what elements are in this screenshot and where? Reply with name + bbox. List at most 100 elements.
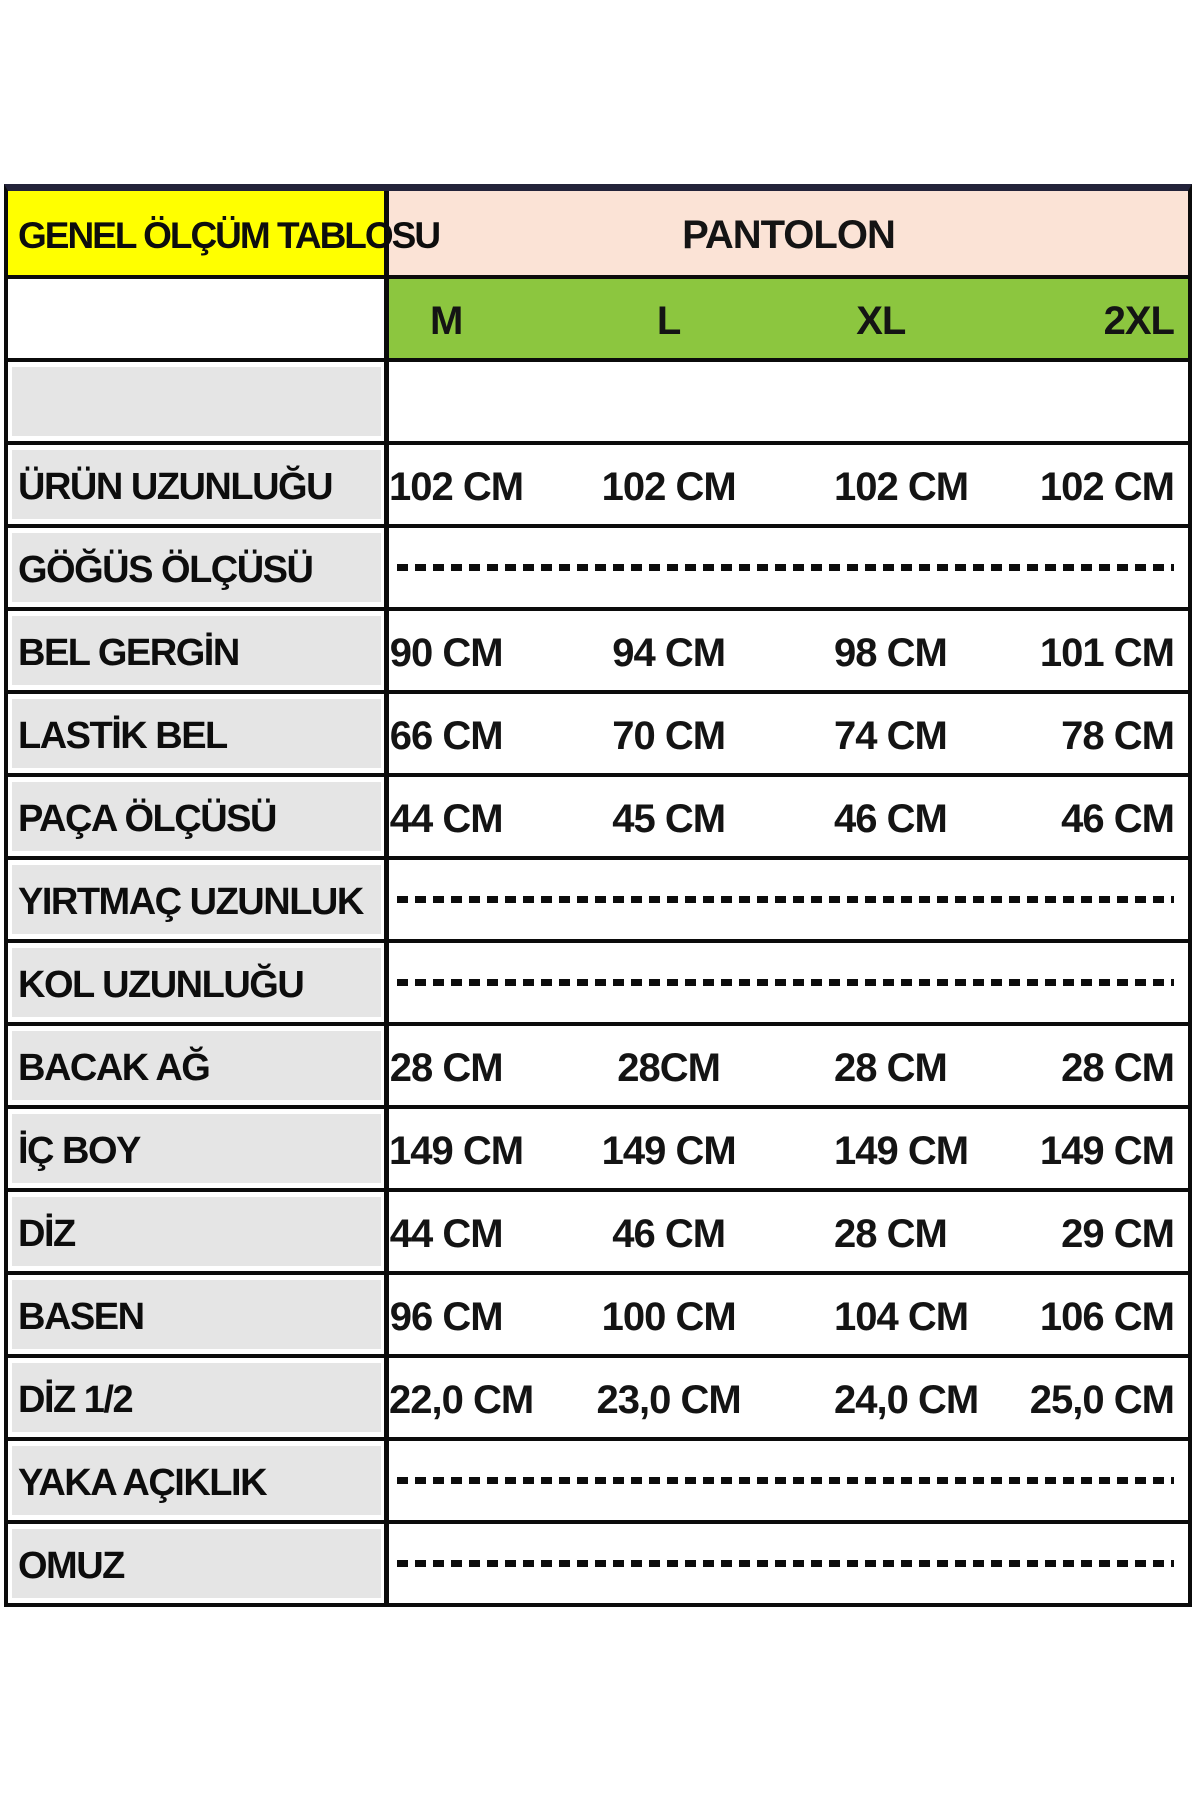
row-label-cell: BEL GERGİN [8, 611, 389, 690]
row-label: İÇ BOY [18, 1129, 141, 1172]
row-label: LASTİK BEL [18, 714, 228, 757]
value-2xl: 28 CM [1061, 1045, 1175, 1090]
table-header-row: GENEL ÖLÇÜM TABLOSU PANTOLON [8, 191, 1188, 279]
dashed-line [397, 896, 1174, 903]
row-cells: 90 CM 94 CM 98 CM 101 CM [389, 611, 1188, 690]
row-label-cell: BACAK AĞ [8, 1026, 389, 1105]
value-2xl: 25,0 CM [1029, 1377, 1175, 1422]
row-label-cell: YAKA AÇIKLIK [8, 1441, 389, 1520]
row-label-cell: GÖĞÜS ÖLÇÜSÜ [8, 528, 389, 607]
row-cells [389, 1441, 1188, 1520]
value-m: 22,0 CM [389, 1377, 534, 1422]
row-cells [389, 860, 1188, 939]
table-title-cell: GENEL ÖLÇÜM TABLOSU [8, 191, 441, 275]
row-label-cell: ÜRÜN UZUNLUĞU [8, 445, 389, 524]
value-m: 66 CM [389, 713, 504, 758]
value-xl: 149 CM [834, 1128, 969, 1173]
row-cells: 96 CM 100 CM 104 CM 106 CM [389, 1275, 1188, 1354]
row-label-cell: KOL UZUNLUĞU [8, 943, 389, 1022]
value-m: 44 CM [389, 796, 504, 841]
row-cells [389, 528, 1188, 607]
table-row: BASEN 96 CM 100 CM 104 CM 106 CM [8, 1275, 1188, 1358]
row-label: GÖĞÜS ÖLÇÜSÜ [18, 548, 314, 591]
value-m: 28 CM [389, 1045, 504, 1090]
row-label: OMUZ [18, 1544, 125, 1587]
row-label-cell: LASTİK BEL [8, 694, 389, 773]
row-label: DİZ [18, 1212, 76, 1255]
row-label: BASEN [18, 1295, 145, 1338]
row-label: KOL UZUNLUĞU [18, 963, 305, 1006]
table-row: BEL GERGİN 90 CM 94 CM 98 CM 101 CM [8, 611, 1188, 694]
row-cells: 102 CM 102 CM 102 CM 102 CM [389, 445, 1188, 524]
value-2xl: 46 CM [1061, 796, 1175, 841]
table-row: YIRTMAÇ UZUNLUK [8, 860, 1188, 943]
row-label: YAKA AÇIKLIK [18, 1461, 268, 1504]
value-l: 100 CM [601, 1294, 737, 1339]
value-l: 70 CM [612, 713, 726, 758]
row-label: YIRTMAÇ UZUNLUK [18, 880, 364, 923]
value-l: 45 CM [612, 796, 726, 841]
row-label-cell: DİZ 1/2 [8, 1358, 389, 1437]
value-l: 149 CM [601, 1128, 737, 1173]
size-xl: XL [856, 298, 906, 343]
value-m: 44 CM [389, 1211, 504, 1256]
row-label: BACAK AĞ [18, 1046, 211, 1089]
product-name: PANTOLON [682, 213, 896, 257]
value-2xl: 78 CM [1061, 713, 1175, 758]
row-cells [389, 1524, 1188, 1603]
row-cells: 66 CM 70 CM 74 CM 78 CM [389, 694, 1188, 773]
value-m: 96 CM [389, 1294, 504, 1339]
row-label: PAÇA ÖLÇÜSÜ [18, 797, 277, 840]
row-label-cell: PAÇA ÖLÇÜSÜ [8, 777, 389, 856]
dashed-line [397, 979, 1174, 986]
table-row: BACAK AĞ 28 CM 28CM 28 CM 28 CM [8, 1026, 1188, 1109]
size-2xl: 2XL [1103, 298, 1175, 343]
table-row: OMUZ [8, 1524, 1188, 1607]
row-cells [389, 362, 1188, 441]
row-cells [389, 943, 1188, 1022]
size-m: M [429, 298, 463, 343]
value-l: 46 CM [612, 1211, 726, 1256]
row-label: BEL GERGİN [18, 631, 240, 674]
value-2xl: 149 CM [1039, 1128, 1175, 1173]
value-l: 23,0 CM [596, 1377, 742, 1422]
dashed-line [397, 564, 1174, 571]
table-row: ÜRÜN UZUNLUĞU 102 CM 102 CM 102 CM 102 C… [8, 445, 1188, 528]
row-label-cell: İÇ BOY [8, 1109, 389, 1188]
table-row: GÖĞÜS ÖLÇÜSÜ [8, 528, 1188, 611]
row-label-cell: DİZ [8, 1192, 389, 1271]
value-xl: 28 CM [834, 1045, 948, 1090]
row-cells: 28 CM 28CM 28 CM 28 CM [389, 1026, 1188, 1105]
size-chart-table: GENEL ÖLÇÜM TABLOSU PANTOLON M L XL 2XL … [4, 184, 1192, 1607]
row-label-cell: OMUZ [8, 1524, 389, 1603]
value-2xl: 29 CM [1061, 1211, 1175, 1256]
value-l: 94 CM [612, 630, 726, 675]
value-xl: 74 CM [834, 713, 948, 758]
row-label-cell [8, 362, 389, 441]
product-header-cell: PANTOLON [389, 191, 1188, 275]
size-row: M L XL 2XL [8, 279, 1188, 362]
value-2xl: 101 CM [1039, 630, 1175, 675]
table-row: DİZ 1/2 22,0 CM 23,0 CM 24,0 CM 25,0 CM [8, 1358, 1188, 1441]
value-xl: 98 CM [834, 630, 948, 675]
size-l: L [656, 298, 681, 343]
table-row: YAKA AÇIKLIK [8, 1441, 1188, 1524]
row-label-cell: BASEN [8, 1275, 389, 1354]
row-cells: 44 CM 46 CM 28 CM 29 CM [389, 1192, 1188, 1271]
row-label-cell: YIRTMAÇ UZUNLUK [8, 860, 389, 939]
size-row-label-cell [8, 279, 389, 358]
dashed-line [397, 1560, 1174, 1567]
table-row: PAÇA ÖLÇÜSÜ 44 CM 45 CM 46 CM 46 CM [8, 777, 1188, 860]
table-title: GENEL ÖLÇÜM TABLOSU [18, 214, 441, 256]
value-l: 28CM [617, 1045, 721, 1090]
row-cells: 149 CM 149 CM 149 CM 149 CM [389, 1109, 1188, 1188]
table-row-empty [8, 362, 1188, 445]
table-row: İÇ BOY 149 CM 149 CM 149 CM 149 CM [8, 1109, 1188, 1192]
row-label: DİZ 1/2 [18, 1378, 134, 1421]
value-xl: 104 CM [834, 1294, 969, 1339]
value-xl: 28 CM [834, 1211, 948, 1256]
value-2xl: 106 CM [1039, 1294, 1175, 1339]
value-m: 102 CM [389, 464, 524, 509]
value-xl: 102 CM [834, 464, 969, 509]
value-m: 90 CM [389, 630, 504, 675]
